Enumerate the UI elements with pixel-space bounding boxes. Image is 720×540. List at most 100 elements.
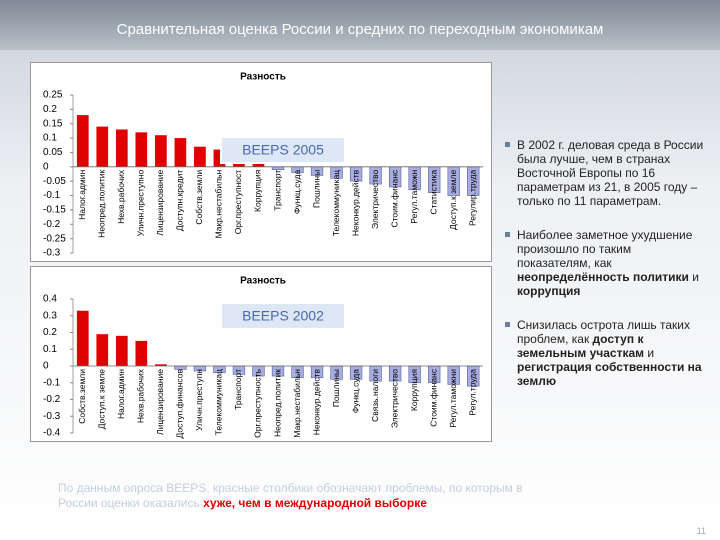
y-tick-label: 0.2: [43, 104, 57, 115]
x-tick-label: Макр.нестабильн: [214, 170, 224, 239]
y-tick-label: -0.2: [43, 219, 61, 230]
x-tick-label: Стоим.финанс: [428, 368, 438, 426]
x-tick-label: Транспорт: [233, 369, 243, 410]
bar: [213, 149, 226, 167]
text-run: В 2002 г. деловая среда в России была лу…: [517, 138, 704, 208]
text-run: Снизилась острота лишь таких проблем, ка…: [517, 318, 690, 346]
x-tick-label: Неопред.политик: [272, 369, 282, 437]
y-tick-label: -0.1: [43, 190, 61, 201]
chart-title: Разность: [240, 276, 286, 287]
x-tick-label: Стоим.финанс: [389, 169, 399, 227]
annotation-box: [220, 136, 346, 164]
y-tick-label: -0.1: [43, 377, 61, 388]
y-tick-label: -0.2: [43, 394, 61, 405]
x-tick-label: Неопред.политик: [97, 170, 107, 238]
y-tick-label: 0.1: [43, 133, 57, 144]
y-tick-label: 0.3: [43, 310, 57, 321]
text-run: и: [688, 270, 699, 284]
annotation-box: [220, 302, 346, 330]
x-tick-label: Регул.таможни: [448, 369, 458, 428]
x-tick-label: Орг.преступность: [253, 368, 263, 437]
y-tick-label: 0: [43, 361, 49, 372]
bullet: В 2002 г. деловая среда в России была лу…: [505, 138, 705, 208]
x-tick-label: Лицензирование: [155, 369, 165, 435]
chart: Разность 0.4 0.3 0.2 0.1 0 -0.1 -0.2 -0.3 -0.4 Соб…: [30, 266, 492, 442]
x-tick-label: Электричество: [389, 369, 399, 428]
y-tick-label: -0.05: [43, 176, 66, 187]
bar: [174, 138, 187, 167]
annotation: BEEPS 2005: [242, 142, 324, 158]
x-tick-label: Регул.таможн: [409, 170, 419, 224]
x-tick-label: Коррупция: [253, 169, 263, 212]
bar: [155, 364, 167, 366]
x-tick-label: Собств.земли: [77, 369, 87, 424]
x-tick-label: Транспорт: [272, 170, 282, 211]
x-tick-label: Доступ.к земле: [448, 170, 458, 230]
x-tick-label: Собств.земли: [194, 170, 204, 225]
x-tick-label: Уличн.преступн: [194, 369, 204, 431]
bar: [115, 129, 128, 167]
text-run: неопределённость политики: [517, 270, 689, 284]
y-tick-label: -0.4: [43, 428, 61, 439]
x-tick-label: Функц.суда: [292, 170, 302, 215]
x-tick-label: Статистика: [428, 170, 438, 215]
bar: [155, 135, 167, 167]
y-tick-label: 0.1: [43, 344, 57, 355]
x-tick-label: Налог.админ: [116, 369, 126, 419]
text-run: доступ к земельным участкам: [517, 332, 645, 360]
text-run: коррупция: [517, 284, 581, 298]
y-tick-label: -0.15: [43, 205, 66, 216]
bar: [76, 115, 89, 167]
bar: [194, 146, 206, 167]
chart: Разность 0.25 0.2 0.15 0.1 0.05 0 -0.05 -0.1 -0.1…: [30, 62, 492, 262]
bar: [271, 166, 285, 170]
y-tick-label: 0.4: [43, 294, 57, 305]
bullet: Снизилась острота лишь таких проблем, ка…: [505, 318, 705, 388]
bar: [174, 365, 187, 370]
text-run: регистрация собственности на землю: [517, 360, 702, 388]
x-tick-label: Регулир.труда: [467, 170, 477, 226]
bar: [96, 126, 109, 167]
text-run: Наиболее заметное ухудшение произошло по…: [517, 228, 693, 270]
y-tick-label: -0.3: [43, 248, 61, 259]
x-tick-label: Нехв.рабочих: [136, 368, 146, 423]
y-tick-label: -0.25: [43, 233, 66, 244]
x-tick-label: Уличн.преступно: [136, 170, 146, 237]
x-tick-label: Связь.налоги: [370, 369, 380, 422]
y-tick-label: 0.2: [43, 327, 57, 338]
text-run: и: [644, 346, 655, 360]
page-number: 11: [696, 526, 706, 536]
x-tick-label: Лицензирование: [155, 170, 165, 236]
x-tick-label: Неконкур.действ: [350, 169, 360, 236]
bullet-list: В 2002 г. деловая среда в России была лу…: [505, 138, 705, 408]
x-tick-label: Пошлины: [331, 369, 341, 407]
y-tick-label: 0.05: [43, 147, 63, 158]
annotation: BEEPS 2002: [242, 308, 324, 324]
x-tick-label: Функц.суда: [350, 369, 360, 414]
x-tick-label: Макр.нестабильн: [292, 369, 302, 438]
text-run: хуже, чем в международной выборке: [203, 496, 427, 510]
bar: [135, 340, 148, 366]
x-tick-label: Телекоммуникац: [214, 369, 224, 435]
x-tick-label: Регул.труда: [467, 369, 477, 416]
y-tick-label: 0.25: [43, 90, 63, 101]
x-tick-label: Нехв.рабочих: [116, 169, 126, 224]
x-tick-label: Телекоммуникац: [331, 170, 341, 236]
y-tick-label: 0.15: [43, 118, 63, 129]
x-tick-label: Доступ.к земле: [97, 369, 107, 429]
bullet: Наиболее заметное ухудшение произошло по…: [505, 228, 705, 298]
bar: [135, 132, 148, 167]
x-tick-label: Электричество: [370, 170, 380, 229]
x-tick-label: Пошлины: [311, 170, 321, 208]
bar: [96, 334, 109, 366]
x-tick-label: Неконкур.действ: [311, 369, 321, 436]
footnote: По данным опроса BEEPS, красные столбики…: [58, 481, 538, 511]
x-tick-label: Орг.преступност: [233, 170, 243, 235]
x-tick-label: Доступ.финансов: [175, 369, 185, 439]
bar: [76, 310, 89, 366]
chart-title: Разность: [240, 72, 286, 83]
x-tick-label: Налог.админ: [77, 170, 87, 220]
x-tick-label: Коррупция: [409, 369, 419, 412]
text-run: По данным опроса BEEPS, красные столбики…: [58, 481, 523, 510]
